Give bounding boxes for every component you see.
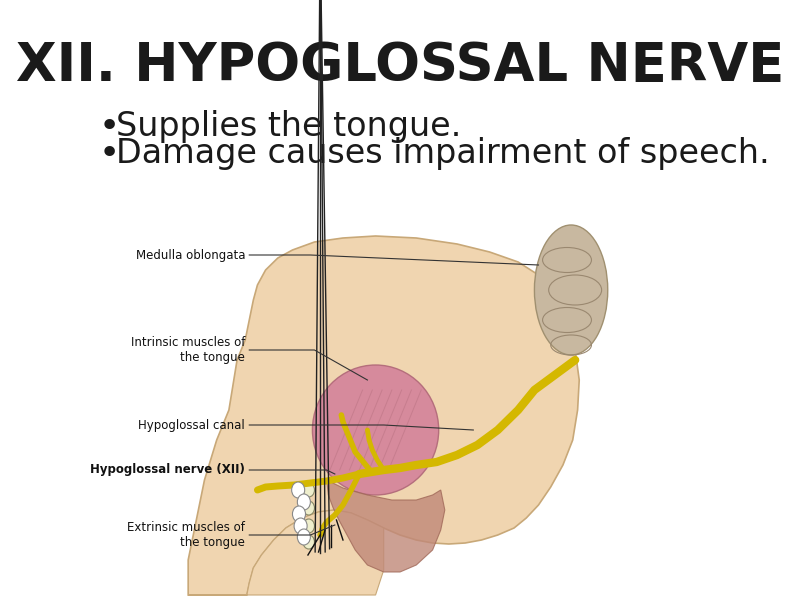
Text: Damage causes impairment of speech.: Damage causes impairment of speech. <box>117 137 770 170</box>
Text: Hypoglossal canal: Hypoglossal canal <box>138 419 246 431</box>
Text: •: • <box>98 137 120 171</box>
Text: Extrinsic muscles of
the tongue: Extrinsic muscles of the tongue <box>127 521 246 549</box>
Circle shape <box>303 535 314 549</box>
Circle shape <box>298 494 310 510</box>
Circle shape <box>293 506 306 522</box>
Circle shape <box>303 501 314 515</box>
Ellipse shape <box>534 225 608 355</box>
Text: •: • <box>98 110 120 144</box>
Circle shape <box>303 519 314 533</box>
Text: Medulla oblongata: Medulla oblongata <box>136 248 246 262</box>
Circle shape <box>298 529 310 545</box>
Ellipse shape <box>313 365 438 495</box>
Text: Hypoglossal nerve (XII): Hypoglossal nerve (XII) <box>90 463 246 476</box>
Text: XII. HYPOGLOSSAL NERVE: XII. HYPOGLOSSAL NERVE <box>16 40 784 92</box>
Polygon shape <box>188 236 579 595</box>
Circle shape <box>292 482 305 498</box>
Circle shape <box>303 483 314 497</box>
Text: Supplies the tongue.: Supplies the tongue. <box>117 110 462 143</box>
Circle shape <box>294 518 307 534</box>
Polygon shape <box>326 480 445 572</box>
Text: Intrinsic muscles of
the tongue: Intrinsic muscles of the tongue <box>131 336 246 364</box>
Polygon shape <box>188 510 384 595</box>
